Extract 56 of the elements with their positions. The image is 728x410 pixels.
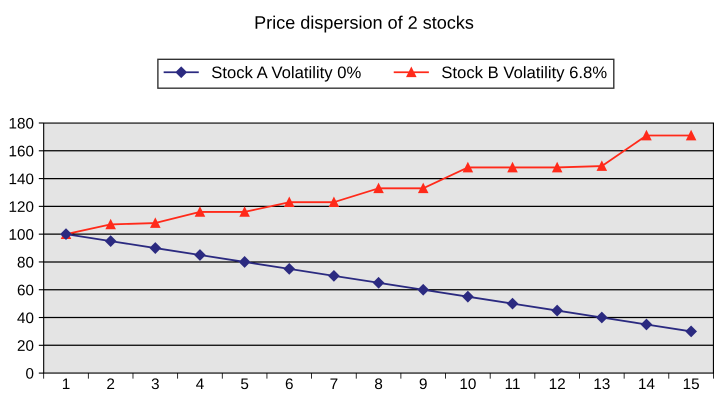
y-tick-label: 180 — [10, 118, 34, 129]
x-tick-label: 2 — [107, 378, 114, 390]
point — [195, 207, 205, 217]
x-tick-label: 15 — [684, 378, 699, 390]
point — [150, 218, 160, 228]
point — [462, 291, 474, 302]
y-tick-label: 140 — [10, 173, 34, 184]
point — [463, 162, 473, 172]
y-tick-label: 160 — [10, 146, 34, 156]
x-tick-label: 5 — [240, 378, 248, 390]
point — [552, 304, 563, 316]
point — [106, 220, 116, 230]
y-tick-label: 60 — [18, 284, 34, 296]
point — [418, 183, 428, 194]
x-tick-label: 10 — [460, 378, 476, 390]
point — [194, 249, 206, 261]
point — [329, 197, 339, 208]
x-tick-label: 9 — [420, 378, 427, 390]
x-tick-label: 6 — [286, 378, 293, 390]
x-tick-label: 8 — [374, 378, 382, 390]
y-tick-label: 20 — [18, 340, 34, 351]
point — [506, 298, 518, 310]
y-tick-label: 40 — [17, 312, 34, 324]
point — [150, 242, 161, 254]
x-tick-label: 12 — [550, 378, 565, 390]
point — [284, 197, 294, 208]
point — [596, 312, 608, 324]
x-tick-label: 7 — [330, 378, 338, 390]
point — [686, 326, 697, 338]
point — [642, 130, 652, 140]
y-tick-label: 120 — [10, 201, 34, 212]
chart-title: Price dispersion of 2 stocks — [256, 16, 474, 32]
y-tick-label: 0 — [26, 368, 34, 379]
point — [374, 183, 384, 194]
point — [372, 277, 384, 288]
point — [552, 162, 562, 172]
point — [686, 130, 696, 140]
point — [596, 161, 607, 171]
point — [640, 318, 652, 330]
point — [105, 235, 116, 247]
x-tick-label: 11 — [506, 378, 520, 390]
x-tick-label: 4 — [196, 378, 204, 390]
legend-label: Stock A Volatility 0% — [212, 66, 361, 82]
y-tick-label: 80 — [18, 256, 34, 268]
x-tick-label: 13 — [594, 378, 610, 390]
point — [328, 270, 340, 282]
x-tick-label: 3 — [152, 378, 159, 390]
legend-label: Stock B Volatility 6.8% — [442, 66, 607, 82]
y-tick-label: 100 — [10, 229, 34, 240]
x-tick-label: 14 — [639, 378, 655, 390]
point — [284, 263, 295, 274]
point — [508, 162, 518, 172]
point — [239, 256, 250, 268]
point — [240, 207, 250, 217]
point — [418, 284, 429, 296]
x-tick-label: 1 — [62, 378, 70, 390]
